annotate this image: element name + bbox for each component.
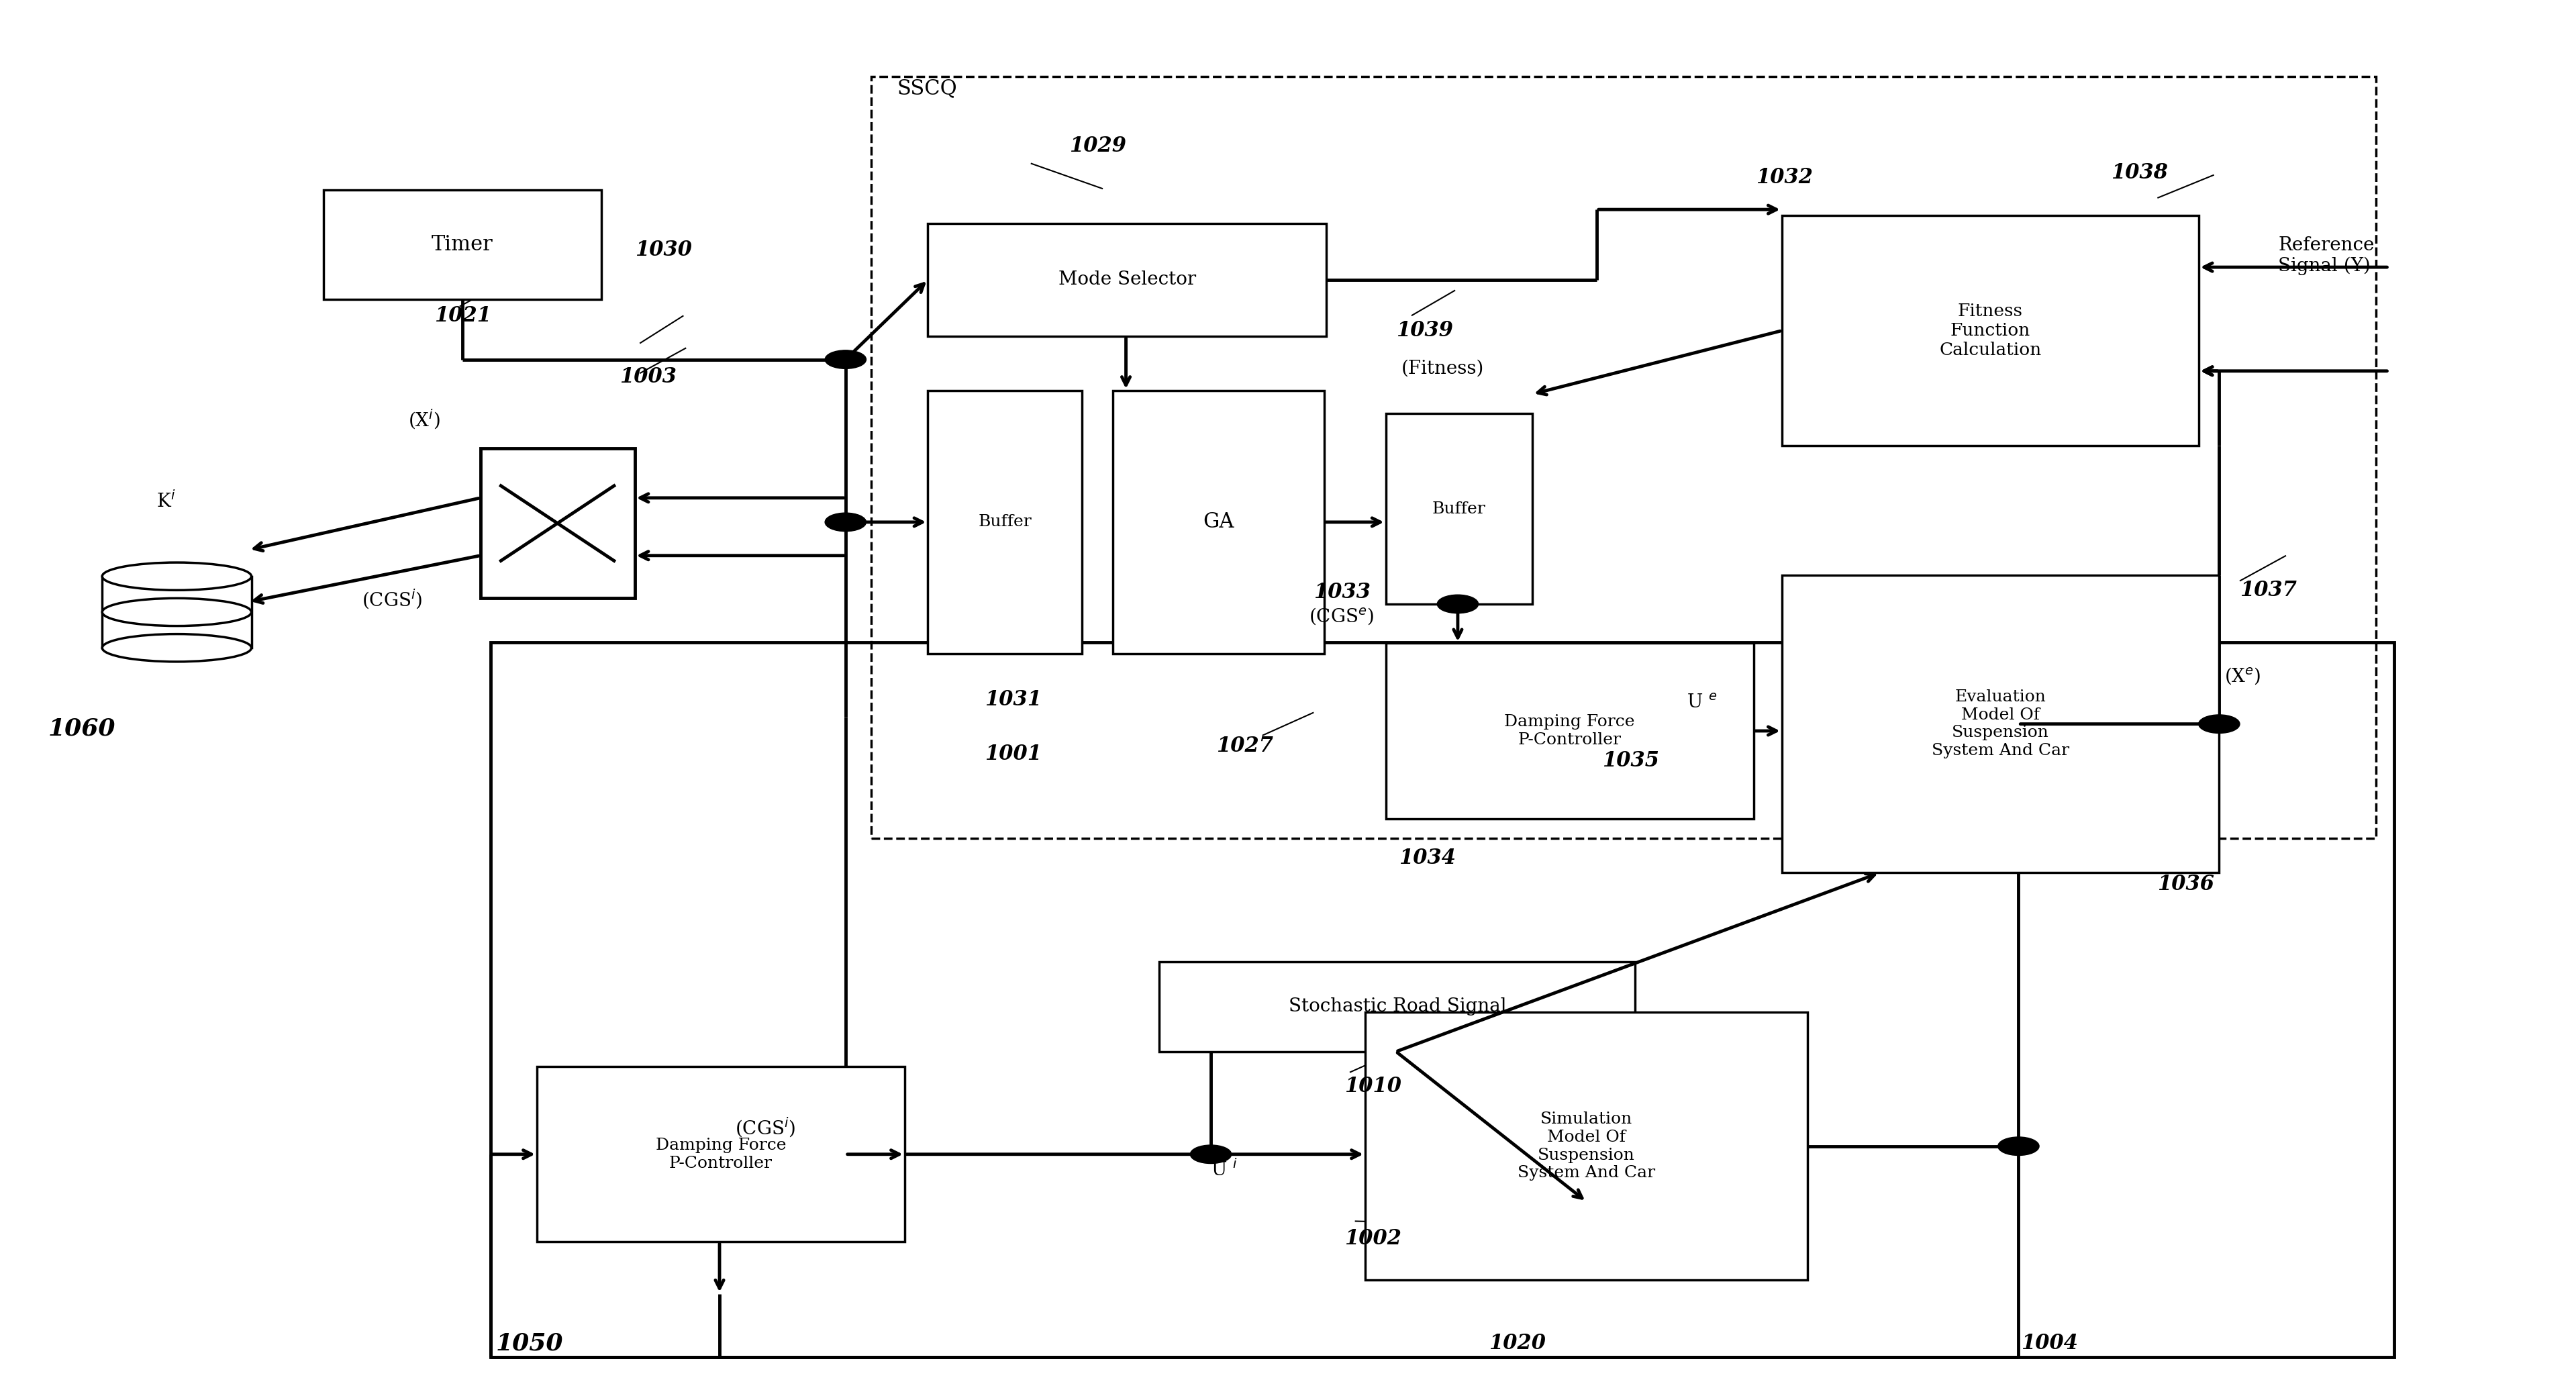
FancyBboxPatch shape <box>479 448 634 598</box>
Text: Evaluation
Model Of
Suspension
System And Car: Evaluation Model Of Suspension System An… <box>1932 690 2069 758</box>
Text: 1039: 1039 <box>1396 321 1453 341</box>
Text: 1060: 1060 <box>49 718 116 740</box>
Text: 1004: 1004 <box>2022 1332 2079 1353</box>
Circle shape <box>824 350 866 369</box>
Text: (CGS$^i$): (CGS$^i$) <box>734 1116 796 1140</box>
Text: Simulation
Model Of
Suspension
System And Car: Simulation Model Of Suspension System An… <box>1517 1112 1656 1181</box>
Ellipse shape <box>103 634 252 662</box>
Text: 1033: 1033 <box>1314 582 1370 602</box>
Text: Mode Selector: Mode Selector <box>1059 271 1195 289</box>
Text: 1027: 1027 <box>1216 736 1273 756</box>
Text: (CGS$^e$): (CGS$^e$) <box>1309 607 1373 627</box>
FancyBboxPatch shape <box>1386 414 1533 604</box>
Circle shape <box>1437 595 1479 613</box>
Text: 1038: 1038 <box>2112 162 2169 183</box>
Text: 1034: 1034 <box>1399 848 1455 869</box>
Text: 1003: 1003 <box>618 366 677 387</box>
Text: 1029: 1029 <box>1069 136 1126 157</box>
Text: Stochastic Road Signal: Stochastic Road Signal <box>1288 998 1507 1016</box>
Text: K$^i$: K$^i$ <box>157 490 175 511</box>
Text: 1031: 1031 <box>984 690 1041 711</box>
Text: 1032: 1032 <box>1757 167 1814 187</box>
Text: Timer: Timer <box>433 235 492 255</box>
Text: GA: GA <box>1203 512 1234 533</box>
FancyBboxPatch shape <box>1783 215 2197 446</box>
Circle shape <box>2197 715 2239 733</box>
FancyBboxPatch shape <box>325 190 600 300</box>
Text: 1050: 1050 <box>495 1332 564 1355</box>
FancyBboxPatch shape <box>1113 390 1324 654</box>
Text: 1035: 1035 <box>1602 751 1659 772</box>
Text: 1030: 1030 <box>634 240 693 261</box>
Text: 1020: 1020 <box>1489 1332 1546 1353</box>
FancyBboxPatch shape <box>927 223 1327 336</box>
Text: 1036: 1036 <box>2159 874 2215 895</box>
FancyBboxPatch shape <box>927 390 1082 654</box>
Text: 1037: 1037 <box>2239 580 2298 601</box>
FancyBboxPatch shape <box>1386 643 1754 819</box>
Circle shape <box>1999 1137 2040 1155</box>
Text: 1001: 1001 <box>984 744 1041 765</box>
FancyBboxPatch shape <box>1783 575 2218 873</box>
Text: (Fitness): (Fitness) <box>1401 359 1484 378</box>
Text: U $^i$: U $^i$ <box>1211 1160 1236 1180</box>
Text: Reference
Signal (Y): Reference Signal (Y) <box>2277 236 2375 275</box>
Text: Buffer: Buffer <box>1432 501 1486 516</box>
Circle shape <box>824 514 866 532</box>
Text: Fitness
Function
Calculation: Fitness Function Calculation <box>1940 303 2040 358</box>
Text: 1002: 1002 <box>1345 1228 1401 1249</box>
Text: Damping Force
P-Controller: Damping Force P-Controller <box>1504 715 1636 748</box>
FancyBboxPatch shape <box>1159 962 1636 1052</box>
Text: Damping Force
P-Controller: Damping Force P-Controller <box>654 1138 786 1171</box>
FancyBboxPatch shape <box>1365 1012 1808 1280</box>
Text: (X$^e$): (X$^e$) <box>2223 666 2262 687</box>
Ellipse shape <box>103 562 252 590</box>
Circle shape <box>1190 1145 1231 1163</box>
Text: 1021: 1021 <box>433 305 492 326</box>
Text: (X$^i$): (X$^i$) <box>407 408 440 430</box>
Text: Buffer: Buffer <box>979 515 1033 530</box>
Text: 1010: 1010 <box>1345 1076 1401 1097</box>
FancyBboxPatch shape <box>536 1066 904 1242</box>
Ellipse shape <box>103 598 252 626</box>
Text: U $^e$: U $^e$ <box>1687 694 1718 712</box>
Text: SSCQ: SSCQ <box>896 78 958 99</box>
Text: (CGS$^i$): (CGS$^i$) <box>363 587 422 611</box>
